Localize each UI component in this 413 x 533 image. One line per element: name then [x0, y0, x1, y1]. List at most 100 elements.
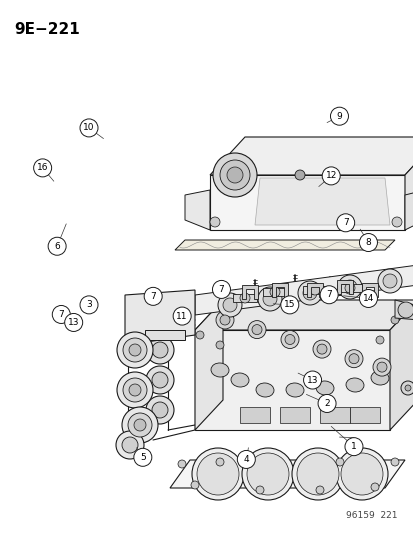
Circle shape	[312, 340, 330, 358]
Circle shape	[280, 296, 298, 314]
Circle shape	[404, 385, 410, 391]
Circle shape	[223, 298, 236, 312]
Text: 6: 6	[54, 242, 60, 251]
Polygon shape	[336, 280, 352, 294]
Circle shape	[291, 448, 343, 500]
Polygon shape	[240, 407, 269, 423]
Text: 7: 7	[150, 292, 156, 301]
Text: 3: 3	[86, 301, 92, 309]
Circle shape	[173, 307, 191, 325]
Polygon shape	[145, 330, 185, 340]
Circle shape	[390, 458, 398, 466]
Text: 11: 11	[176, 312, 188, 320]
Polygon shape	[361, 283, 377, 297]
Circle shape	[122, 437, 138, 453]
Circle shape	[152, 372, 168, 388]
Circle shape	[382, 274, 396, 288]
Ellipse shape	[370, 371, 388, 385]
Ellipse shape	[345, 378, 363, 392]
Circle shape	[218, 293, 242, 317]
Circle shape	[342, 280, 356, 294]
Text: 5: 5	[140, 453, 145, 462]
Polygon shape	[254, 178, 389, 225]
Circle shape	[309, 285, 319, 295]
Circle shape	[400, 381, 413, 395]
Circle shape	[252, 325, 261, 335]
Circle shape	[255, 486, 263, 494]
Polygon shape	[389, 300, 413, 430]
Circle shape	[117, 372, 153, 408]
Text: 15: 15	[283, 301, 295, 309]
Circle shape	[337, 275, 361, 299]
Circle shape	[129, 384, 141, 396]
Polygon shape	[209, 137, 413, 175]
Circle shape	[237, 450, 255, 469]
Circle shape	[315, 486, 323, 494]
Polygon shape	[349, 407, 379, 423]
Polygon shape	[404, 137, 413, 230]
Circle shape	[297, 281, 321, 305]
Text: 7: 7	[342, 219, 348, 227]
Ellipse shape	[315, 381, 333, 395]
Circle shape	[216, 341, 223, 349]
Circle shape	[219, 160, 249, 190]
Ellipse shape	[285, 383, 303, 397]
Circle shape	[80, 296, 98, 314]
Text: 12: 12	[325, 172, 336, 180]
Circle shape	[340, 453, 382, 495]
Circle shape	[303, 371, 321, 389]
Text: 7: 7	[58, 310, 64, 319]
Circle shape	[370, 483, 378, 491]
Circle shape	[212, 280, 230, 298]
Text: 13: 13	[68, 318, 79, 327]
Ellipse shape	[230, 373, 248, 387]
Circle shape	[146, 336, 173, 364]
Polygon shape	[394, 300, 413, 320]
Circle shape	[216, 311, 233, 329]
Circle shape	[247, 453, 288, 495]
Text: 13: 13	[306, 376, 318, 384]
Circle shape	[152, 342, 168, 358]
Circle shape	[117, 332, 153, 368]
Polygon shape	[175, 240, 394, 250]
Circle shape	[52, 305, 70, 324]
Circle shape	[316, 344, 326, 354]
Polygon shape	[306, 283, 322, 297]
Polygon shape	[195, 300, 413, 330]
Polygon shape	[242, 285, 257, 299]
Polygon shape	[404, 190, 413, 230]
Circle shape	[192, 448, 243, 500]
Circle shape	[344, 283, 354, 293]
Ellipse shape	[255, 383, 273, 397]
Circle shape	[209, 217, 219, 227]
Circle shape	[152, 402, 168, 418]
Circle shape	[390, 316, 398, 324]
Circle shape	[80, 119, 98, 137]
Circle shape	[33, 159, 52, 177]
Text: 9E−221: 9E−221	[14, 22, 80, 37]
Text: 4: 4	[243, 455, 249, 464]
Circle shape	[133, 448, 152, 466]
Polygon shape	[262, 288, 286, 296]
Polygon shape	[195, 265, 413, 315]
Ellipse shape	[211, 363, 228, 377]
Circle shape	[348, 354, 358, 364]
Polygon shape	[302, 286, 326, 294]
Polygon shape	[271, 283, 287, 297]
Circle shape	[317, 394, 335, 413]
Text: 16: 16	[37, 164, 48, 172]
Polygon shape	[195, 330, 389, 430]
Circle shape	[129, 344, 141, 356]
Polygon shape	[279, 407, 309, 423]
Text: 1: 1	[350, 442, 356, 451]
Circle shape	[321, 167, 339, 185]
Circle shape	[195, 331, 204, 339]
Circle shape	[219, 315, 230, 325]
Circle shape	[240, 293, 249, 303]
Text: 2: 2	[323, 399, 329, 408]
Polygon shape	[170, 460, 404, 488]
Polygon shape	[185, 190, 209, 230]
Circle shape	[376, 362, 386, 372]
Circle shape	[178, 460, 185, 468]
Circle shape	[330, 107, 348, 125]
